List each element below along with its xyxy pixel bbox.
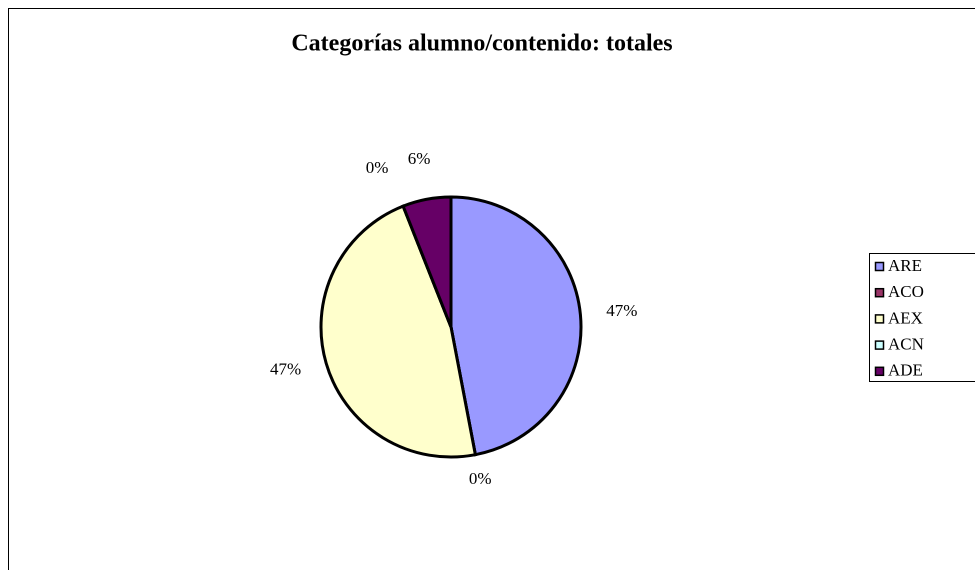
legend-label: ARE (888, 256, 922, 275)
data-label: 0% (469, 469, 492, 488)
legend-swatch (874, 314, 885, 324)
legend-swatch (874, 366, 885, 377)
pie-slice (319, 204, 478, 459)
legend-label: ADE (888, 361, 923, 380)
legend-label: ACO (888, 282, 924, 301)
legend-label: AEX (888, 308, 923, 327)
legend-label: ACN (888, 335, 924, 354)
chart-title: Categorías alumno/contenido: totales (291, 31, 672, 57)
legend-box (869, 253, 975, 382)
data-label: 47% (270, 359, 301, 378)
data-label: 47% (606, 301, 637, 320)
legend-swatch (874, 340, 885, 350)
legend-swatch (874, 287, 885, 298)
legend-swatch (874, 261, 885, 272)
data-label: 6% (408, 149, 431, 168)
pie-slice (449, 195, 583, 457)
pie-slice (401, 195, 453, 328)
data-label: 0% (366, 158, 389, 177)
